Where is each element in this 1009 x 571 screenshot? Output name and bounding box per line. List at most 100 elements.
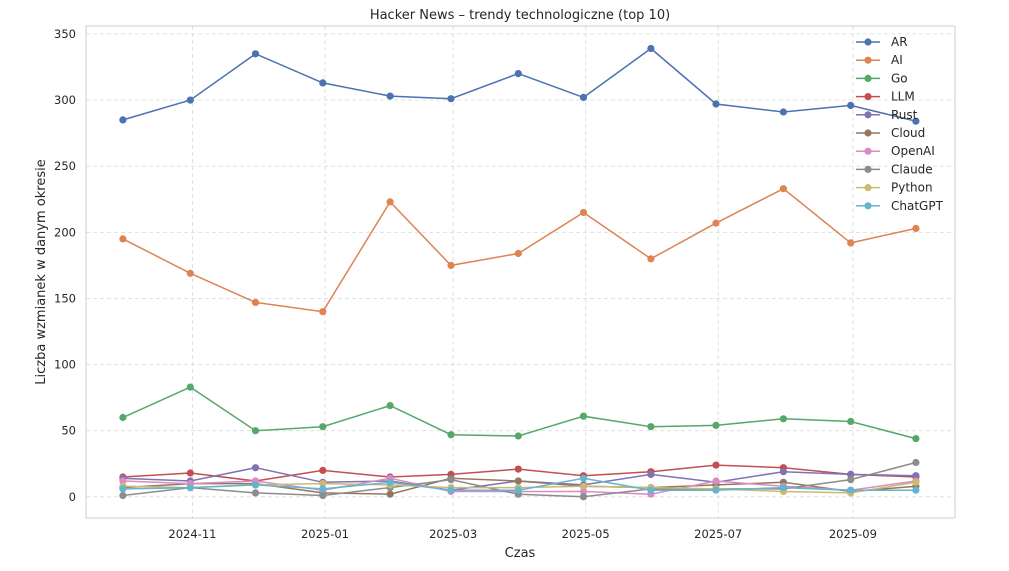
series-chatgpt bbox=[119, 474, 920, 494]
series-group bbox=[119, 44, 920, 501]
y-tick-label: 300 bbox=[54, 93, 76, 107]
data-point bbox=[712, 477, 720, 485]
grid bbox=[86, 26, 955, 518]
data-point bbox=[912, 435, 920, 443]
data-point bbox=[847, 239, 855, 247]
legend-item-python: Python bbox=[856, 181, 933, 195]
data-point bbox=[647, 486, 655, 494]
legend-label: Cloud bbox=[891, 126, 925, 140]
legend-label: Claude bbox=[891, 162, 933, 176]
data-point bbox=[251, 50, 260, 58]
data-point bbox=[119, 485, 127, 493]
data-point bbox=[386, 92, 394, 100]
data-point bbox=[319, 480, 327, 488]
data-point bbox=[319, 485, 327, 493]
data-point bbox=[447, 486, 455, 494]
y-tick-label: 50 bbox=[61, 424, 76, 438]
data-point bbox=[319, 491, 327, 500]
legend-label: ChatGPT bbox=[891, 199, 944, 213]
data-point bbox=[912, 478, 920, 486]
legend-label: AR bbox=[891, 35, 908, 49]
y-tick-label: 150 bbox=[54, 291, 76, 305]
legend-label: OpenAI bbox=[891, 144, 935, 158]
data-point bbox=[779, 108, 788, 116]
legend-item-ai: AI bbox=[856, 53, 903, 67]
legend-label: Rust bbox=[891, 108, 918, 122]
data-point bbox=[319, 308, 327, 316]
legend-item-claude: Claude bbox=[856, 162, 933, 176]
data-point bbox=[912, 224, 920, 232]
data-point bbox=[514, 477, 522, 485]
data-point bbox=[779, 484, 788, 492]
data-point bbox=[514, 70, 522, 78]
data-point bbox=[186, 469, 194, 477]
data-point bbox=[847, 470, 855, 478]
data-point bbox=[319, 79, 327, 87]
data-point bbox=[847, 101, 855, 109]
data-point bbox=[779, 415, 788, 423]
data-point bbox=[912, 458, 920, 467]
data-point bbox=[579, 208, 588, 217]
data-point bbox=[447, 95, 455, 103]
series-line bbox=[122, 47, 917, 122]
x-tick-label: 2025-03 bbox=[429, 527, 477, 541]
legend-marker bbox=[864, 165, 872, 173]
data-point bbox=[447, 261, 455, 269]
legend-marker bbox=[864, 111, 872, 119]
data-point bbox=[251, 298, 260, 306]
legend-marker bbox=[864, 202, 872, 210]
y-tick-label: 100 bbox=[54, 358, 76, 372]
data-point bbox=[386, 478, 394, 486]
data-point bbox=[119, 116, 127, 124]
legend-label: Python bbox=[891, 181, 933, 195]
data-point bbox=[847, 417, 855, 426]
data-point bbox=[912, 472, 920, 480]
legend-marker bbox=[864, 129, 872, 137]
data-point bbox=[119, 413, 127, 422]
data-point bbox=[514, 432, 522, 440]
legend-label: LLM bbox=[891, 90, 915, 104]
data-point bbox=[119, 491, 127, 500]
data-point bbox=[251, 481, 260, 489]
legend: AR AI Go LLM Rust Cloud OpenAI Claude Python Chat… bbox=[856, 35, 944, 213]
data-point bbox=[386, 402, 394, 410]
data-point bbox=[647, 470, 655, 478]
x-tick-label: 2025-01 bbox=[301, 527, 349, 541]
data-point bbox=[779, 468, 788, 476]
data-point bbox=[186, 96, 194, 104]
data-point bbox=[251, 464, 260, 472]
x-axis-ticks: 2024-11 2025-01 2025-03 2025-05 2025-07 2025-… bbox=[168, 527, 877, 541]
data-point bbox=[712, 219, 720, 227]
data-point bbox=[386, 198, 394, 206]
legend-marker bbox=[864, 56, 872, 64]
x-tick-label: 2024-11 bbox=[168, 527, 216, 541]
data-point bbox=[712, 100, 720, 108]
data-point bbox=[447, 476, 455, 484]
y-tick-label: 0 bbox=[69, 490, 76, 504]
legend-item-openai: OpenAI bbox=[856, 144, 935, 158]
data-point bbox=[186, 484, 194, 492]
data-point bbox=[712, 421, 720, 429]
series-go bbox=[119, 383, 920, 443]
data-point bbox=[186, 383, 194, 391]
data-point bbox=[251, 427, 260, 435]
y-tick-label: 250 bbox=[54, 159, 76, 173]
data-point bbox=[712, 461, 720, 469]
data-point bbox=[912, 486, 920, 494]
data-point bbox=[579, 412, 588, 420]
legend-item-llm: LLM bbox=[856, 90, 915, 104]
legend-label: Go bbox=[891, 71, 908, 85]
legend-item-rust: Rust bbox=[856, 108, 918, 122]
x-tick-label: 2025-09 bbox=[829, 527, 877, 541]
y-tick-label: 200 bbox=[54, 225, 76, 239]
series-ai bbox=[119, 185, 920, 316]
plot-frame bbox=[85, 25, 956, 519]
chart-title: Hacker News – trendy technologiczne (top… bbox=[370, 8, 670, 23]
data-point bbox=[847, 486, 855, 494]
data-point bbox=[186, 269, 194, 277]
data-point bbox=[319, 423, 327, 431]
data-point bbox=[579, 93, 588, 101]
legend-item-go: Go bbox=[856, 71, 908, 85]
data-point bbox=[579, 487, 588, 496]
